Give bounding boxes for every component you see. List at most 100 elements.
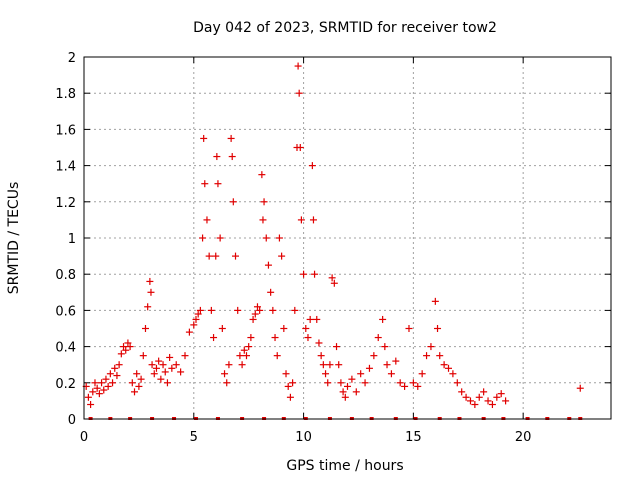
data-point xyxy=(458,388,466,396)
data-point xyxy=(275,234,283,242)
data-point xyxy=(370,352,378,360)
x-axis-label: GPS time / hours xyxy=(286,458,403,474)
data-point xyxy=(109,379,117,387)
data-point xyxy=(319,361,327,369)
data-point xyxy=(462,393,470,401)
data-point xyxy=(146,277,154,285)
data-point xyxy=(117,350,125,358)
data-point xyxy=(309,216,317,224)
data-point xyxy=(273,352,281,360)
data-point xyxy=(234,306,242,314)
data-point xyxy=(168,364,176,372)
data-point xyxy=(113,372,121,380)
data-point xyxy=(379,315,387,323)
y-tick-label: 2 xyxy=(68,51,76,66)
data-point xyxy=(374,334,382,342)
data-point xyxy=(357,370,365,378)
data-point xyxy=(214,180,222,188)
data-point xyxy=(201,180,209,188)
data-point xyxy=(190,321,198,329)
data-point xyxy=(383,361,391,369)
data-point xyxy=(161,368,169,376)
data-point xyxy=(466,397,474,405)
data-point xyxy=(249,315,257,323)
data-point xyxy=(98,379,106,387)
data-point xyxy=(282,370,290,378)
data-point xyxy=(289,379,297,387)
data-point xyxy=(128,379,136,387)
data-point xyxy=(324,379,332,387)
data-point xyxy=(144,303,152,311)
data-point xyxy=(348,375,356,383)
data-point xyxy=(341,393,349,401)
data-point xyxy=(150,370,158,378)
data-point xyxy=(131,388,139,396)
data-point xyxy=(141,325,149,332)
data-point xyxy=(294,62,302,70)
y-tick-label: 0.8 xyxy=(55,268,76,283)
data-point xyxy=(313,315,321,323)
data-point xyxy=(203,216,211,224)
data-points xyxy=(82,62,584,420)
y-tick-label: 0.6 xyxy=(55,304,76,319)
y-tick-label: 1.6 xyxy=(55,123,76,138)
data-point xyxy=(497,390,505,398)
y-tick-label: 0 xyxy=(68,413,76,428)
data-point xyxy=(344,382,351,390)
data-point xyxy=(387,370,395,378)
data-point xyxy=(493,393,501,401)
y-tick-label: 0.2 xyxy=(55,377,76,392)
data-point xyxy=(475,393,483,401)
data-point xyxy=(271,334,279,342)
data-point xyxy=(100,386,108,394)
y-axis-label: SRMTID / TECUs xyxy=(6,182,22,295)
data-point xyxy=(286,393,294,401)
data-point xyxy=(284,382,292,390)
data-point xyxy=(365,364,373,372)
data-point xyxy=(502,397,510,405)
data-point xyxy=(152,364,160,372)
data-point xyxy=(396,379,404,387)
data-point xyxy=(300,270,308,278)
data-point xyxy=(392,357,400,365)
data-point xyxy=(326,361,334,369)
data-point xyxy=(322,370,330,378)
data-point xyxy=(148,361,156,369)
data-point xyxy=(163,379,171,387)
data-point xyxy=(339,388,347,396)
data-point xyxy=(440,361,448,369)
data-point xyxy=(181,352,189,360)
data-point xyxy=(267,288,275,296)
data-point xyxy=(225,361,233,369)
x-tick-label: 15 xyxy=(405,430,422,445)
data-point xyxy=(449,370,457,378)
data-point xyxy=(115,361,123,369)
data-point xyxy=(260,198,268,206)
data-point xyxy=(306,315,314,323)
data-point xyxy=(311,270,319,278)
grid-lines xyxy=(84,57,611,419)
data-point xyxy=(280,325,288,332)
data-point xyxy=(256,306,264,314)
data-point xyxy=(434,325,442,332)
y-tick-label: 1.4 xyxy=(55,160,76,175)
data-point xyxy=(106,370,114,378)
data-point xyxy=(264,261,272,269)
data-point xyxy=(147,288,155,296)
data-point xyxy=(122,346,130,354)
y-tick-label: 1.8 xyxy=(55,87,76,102)
data-point xyxy=(253,303,261,311)
data-point xyxy=(172,361,180,369)
data-point xyxy=(157,375,165,383)
data-point xyxy=(335,361,343,369)
data-point xyxy=(251,310,259,318)
y-tick-label: 0.4 xyxy=(55,341,76,356)
data-point xyxy=(405,325,413,332)
data-point xyxy=(194,310,202,318)
data-point xyxy=(135,382,143,390)
chart-title: Day 042 of 2023, SRMTID for receiver tow… xyxy=(193,20,497,36)
data-point xyxy=(126,343,134,351)
data-point xyxy=(216,234,224,242)
data-point xyxy=(205,252,213,260)
